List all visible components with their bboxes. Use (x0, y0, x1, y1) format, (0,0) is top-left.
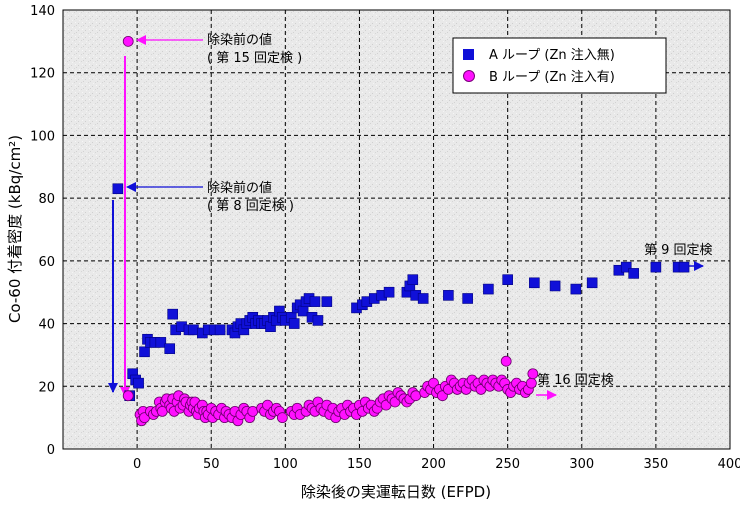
series-a-point (462, 293, 473, 304)
series-a-point (188, 324, 199, 336)
legend-label-a: A ループ (Zn 注入無) (489, 48, 615, 63)
series-a-point (214, 324, 226, 336)
annotation-b-line1: 除染前の値 (207, 32, 272, 48)
series-a-point (167, 308, 178, 320)
series-a-point (586, 277, 598, 289)
legend: A ループ (Zn 注入無) B ループ (Zn 注入有) (452, 37, 667, 94)
series-a-point (383, 286, 395, 298)
series-a-point (628, 268, 639, 279)
x-tick-label: 100 (273, 457, 298, 472)
annotation-a-line2: ( 第 8 回定検 ) (207, 199, 294, 214)
axis-ticks: 0 50 100 150 200 250 300 350 400 0 20 40 60 80 100 120 1… (30, 4, 740, 472)
series-a-point (297, 305, 309, 317)
y-tick-label: 20 (38, 380, 55, 395)
series-b-point (276, 412, 288, 424)
series-b (122, 35, 539, 427)
x-tick-label: 150 (347, 457, 372, 472)
y-tick-label: 120 (30, 67, 55, 82)
y-tick-label: 140 (30, 4, 55, 19)
x-tick-label: 300 (569, 457, 594, 472)
series-a-point (443, 290, 454, 301)
annotation-b-line2: ( 第 15 回定検 ) (207, 51, 302, 66)
y-tick-label: 0 (47, 443, 55, 458)
series-a-point (678, 261, 690, 273)
x-axis-label: 除染後の実運転日数 (EFPD) (301, 483, 491, 501)
series-b-point (527, 368, 539, 380)
series-a-point (155, 337, 167, 348)
series-a-point (620, 261, 632, 273)
series-a-point (417, 293, 429, 304)
y-tick-label: 100 (30, 129, 55, 144)
series-a-point (112, 183, 124, 195)
series-a-point (502, 274, 513, 285)
series-a-point (288, 318, 300, 329)
series-a-point (312, 315, 324, 326)
x-tick-label: 250 (495, 457, 520, 472)
series-a-point (549, 280, 561, 292)
x-tick-label: 50 (203, 457, 220, 472)
series-a-point (321, 296, 333, 307)
series-a (112, 183, 690, 401)
x-tick-label: 400 (718, 457, 740, 472)
series-a-point (164, 343, 176, 354)
legend-box (452, 37, 667, 94)
series-b-point (122, 35, 134, 47)
annotation-a-inspection-9: 第 9 回定検 (644, 243, 713, 258)
legend-label-b: B ループ (Zn 注入有) (489, 70, 615, 85)
x-tick-label: 350 (643, 457, 668, 472)
series-b-point (247, 405, 259, 417)
y-tick-label: 60 (38, 255, 55, 270)
series-a-point (483, 283, 494, 295)
annotation-a-line1: 除染前の値 (207, 180, 272, 196)
x-tick-label: 200 (421, 457, 446, 472)
x-tick-label: 0 (133, 457, 141, 472)
series-b-point (122, 390, 134, 402)
annotations: 除染前の値 ( 第 15 回定検 ) 除染前の値 ( 第 8 回定検 ) 第 9… (108, 32, 713, 400)
series-a-point (570, 283, 582, 295)
legend-marker-a (463, 49, 474, 60)
y-tick-label: 40 (38, 318, 55, 333)
series-a-point (139, 346, 150, 358)
legend-marker-b (463, 70, 475, 82)
y-tick-label: 80 (38, 192, 55, 207)
series-a-point (309, 296, 321, 307)
y-axis-label: Co-60 付着密度 (kBq/cm²) (6, 135, 24, 323)
series-a-point (650, 261, 662, 273)
series-b-point (410, 390, 422, 402)
series-b-point (525, 377, 537, 389)
series-b-point (500, 355, 512, 367)
series-a-point (529, 277, 540, 289)
annotation-b-inspection-16: 第 16 回定検 (537, 373, 614, 388)
series-a-point (407, 274, 419, 285)
series-a-point (133, 377, 144, 389)
